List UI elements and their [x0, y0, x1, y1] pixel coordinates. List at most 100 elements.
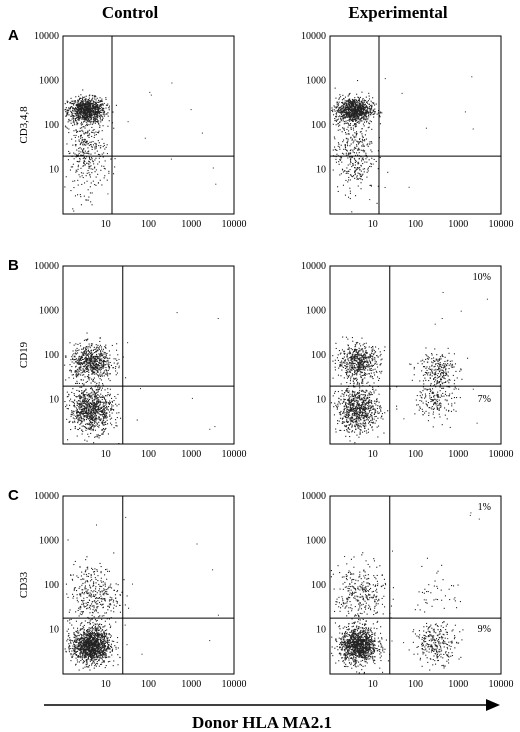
event-dot [103, 408, 105, 410]
event-dot [214, 426, 216, 428]
event-dot [99, 403, 101, 405]
event-dot [90, 359, 92, 361]
event-dot [71, 411, 73, 413]
event-dot [81, 355, 83, 357]
event-dot [354, 394, 356, 396]
event-dot [86, 417, 88, 419]
event-dot [84, 114, 86, 116]
event-dot [90, 100, 92, 102]
event-dot [117, 354, 119, 356]
event-dot [370, 108, 372, 110]
event-dot [354, 158, 356, 160]
event-dot [337, 186, 339, 188]
event-dot [96, 400, 98, 402]
event-dot [97, 173, 99, 175]
event-dot [363, 103, 365, 105]
event-dot [89, 395, 91, 397]
event-dot [348, 196, 350, 198]
event-dot [92, 117, 94, 119]
event-dot [92, 404, 94, 406]
event-dot [107, 423, 109, 425]
event-dot [105, 417, 107, 419]
event-dot [66, 391, 68, 393]
event-dot [99, 154, 101, 156]
event-dot [361, 397, 363, 399]
event-dot [346, 373, 348, 375]
event-dot [346, 356, 348, 358]
event-dot [88, 97, 90, 99]
event-dot [111, 404, 113, 406]
event-dot [351, 406, 353, 408]
event-dot [344, 194, 346, 196]
event-dot [72, 107, 74, 109]
event-dot [97, 389, 99, 391]
event-dot [360, 411, 362, 413]
event-dot [339, 94, 341, 96]
event-dot [95, 393, 97, 395]
event-dot [364, 161, 366, 163]
event-dot [79, 416, 81, 418]
event-dot [92, 106, 94, 108]
event-dot [337, 118, 339, 120]
event-dot [92, 97, 94, 99]
event-dot [349, 382, 351, 384]
event-dot [90, 396, 92, 398]
event-dot [91, 425, 93, 427]
event-dot [93, 107, 95, 109]
event-dot [84, 117, 86, 119]
event-dot [110, 409, 112, 411]
event-dot [358, 141, 360, 143]
event-dot [83, 362, 85, 364]
event-dot [89, 105, 91, 107]
event-dot [99, 407, 101, 409]
event-dot [355, 117, 357, 119]
event-dot [368, 410, 370, 412]
event-dot [100, 353, 102, 355]
event-dot [105, 395, 107, 397]
event-dot [88, 361, 90, 363]
event-dot [95, 184, 97, 186]
event-dot [352, 409, 354, 411]
event-dot [102, 415, 104, 417]
event-dot [354, 426, 356, 428]
event-dot [350, 101, 352, 103]
event-dot [376, 371, 378, 373]
event-dot [349, 150, 351, 152]
event-dot [79, 115, 81, 117]
event-dot [356, 108, 358, 110]
event-dot [365, 408, 367, 410]
event-dot [346, 355, 348, 357]
event-dot [97, 347, 99, 349]
event-dot [85, 360, 87, 362]
event-dot [365, 367, 367, 369]
event-dot [85, 144, 87, 146]
event-dot [362, 366, 364, 368]
event-dot [77, 421, 79, 423]
event-dot [373, 102, 375, 104]
event-dot [100, 407, 102, 409]
event-dot [74, 111, 76, 113]
event-dot [349, 350, 351, 352]
event-dot [361, 110, 363, 112]
event-dot [75, 353, 77, 355]
event-dot [345, 372, 347, 374]
event-dot [74, 153, 76, 155]
event-dot [354, 412, 356, 414]
event-dot [349, 163, 351, 165]
event-dot [82, 150, 84, 152]
event-dot [83, 140, 85, 142]
event-dot [363, 101, 365, 103]
event-dot [99, 395, 101, 397]
event-dot [360, 117, 362, 119]
event-dot [88, 351, 90, 353]
event-dot [101, 433, 103, 435]
event-dot [357, 121, 359, 123]
event-dot [366, 108, 368, 110]
event-dot [75, 110, 77, 112]
event-dot [373, 372, 375, 374]
event-dot [71, 138, 73, 140]
event-dot [344, 107, 346, 109]
event-dot [88, 357, 90, 359]
event-dot [92, 372, 94, 374]
event-dot [369, 360, 371, 362]
